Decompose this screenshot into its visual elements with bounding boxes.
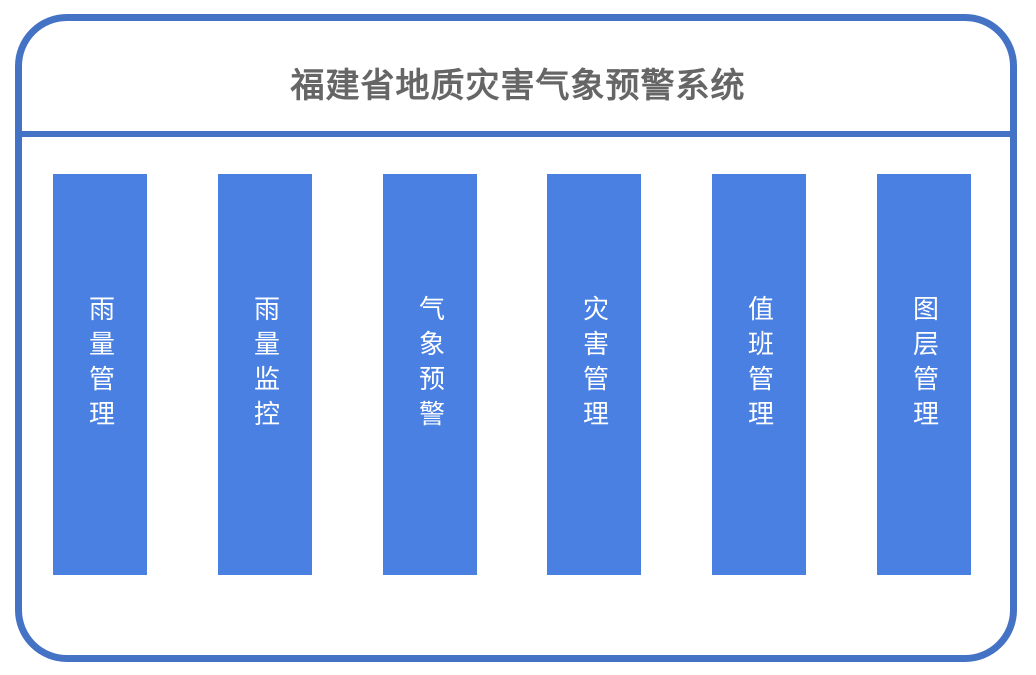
header-divider <box>20 131 1016 137</box>
module-rainfall-monitoring[interactable]: 雨量监控 <box>218 174 312 575</box>
module-disaster-management[interactable]: 灾害管理 <box>547 174 641 575</box>
module-label: 气象预警 <box>414 294 445 435</box>
module-duty-management[interactable]: 值班管理 <box>712 174 806 575</box>
module-label: 值班管理 <box>743 294 774 435</box>
module-label: 图层管理 <box>908 294 939 435</box>
system-frame <box>15 14 1017 662</box>
module-label: 雨量管理 <box>84 294 115 435</box>
module-layer-management[interactable]: 图层管理 <box>877 174 971 575</box>
module-label: 灾害管理 <box>578 294 609 435</box>
module-label: 雨量监控 <box>249 294 280 435</box>
page-title: 福建省地质灾害气象预警系统 <box>290 66 746 106</box>
module-rainfall-management[interactable]: 雨量管理 <box>53 174 147 575</box>
module-weather-warning[interactable]: 气象预警 <box>383 174 477 575</box>
